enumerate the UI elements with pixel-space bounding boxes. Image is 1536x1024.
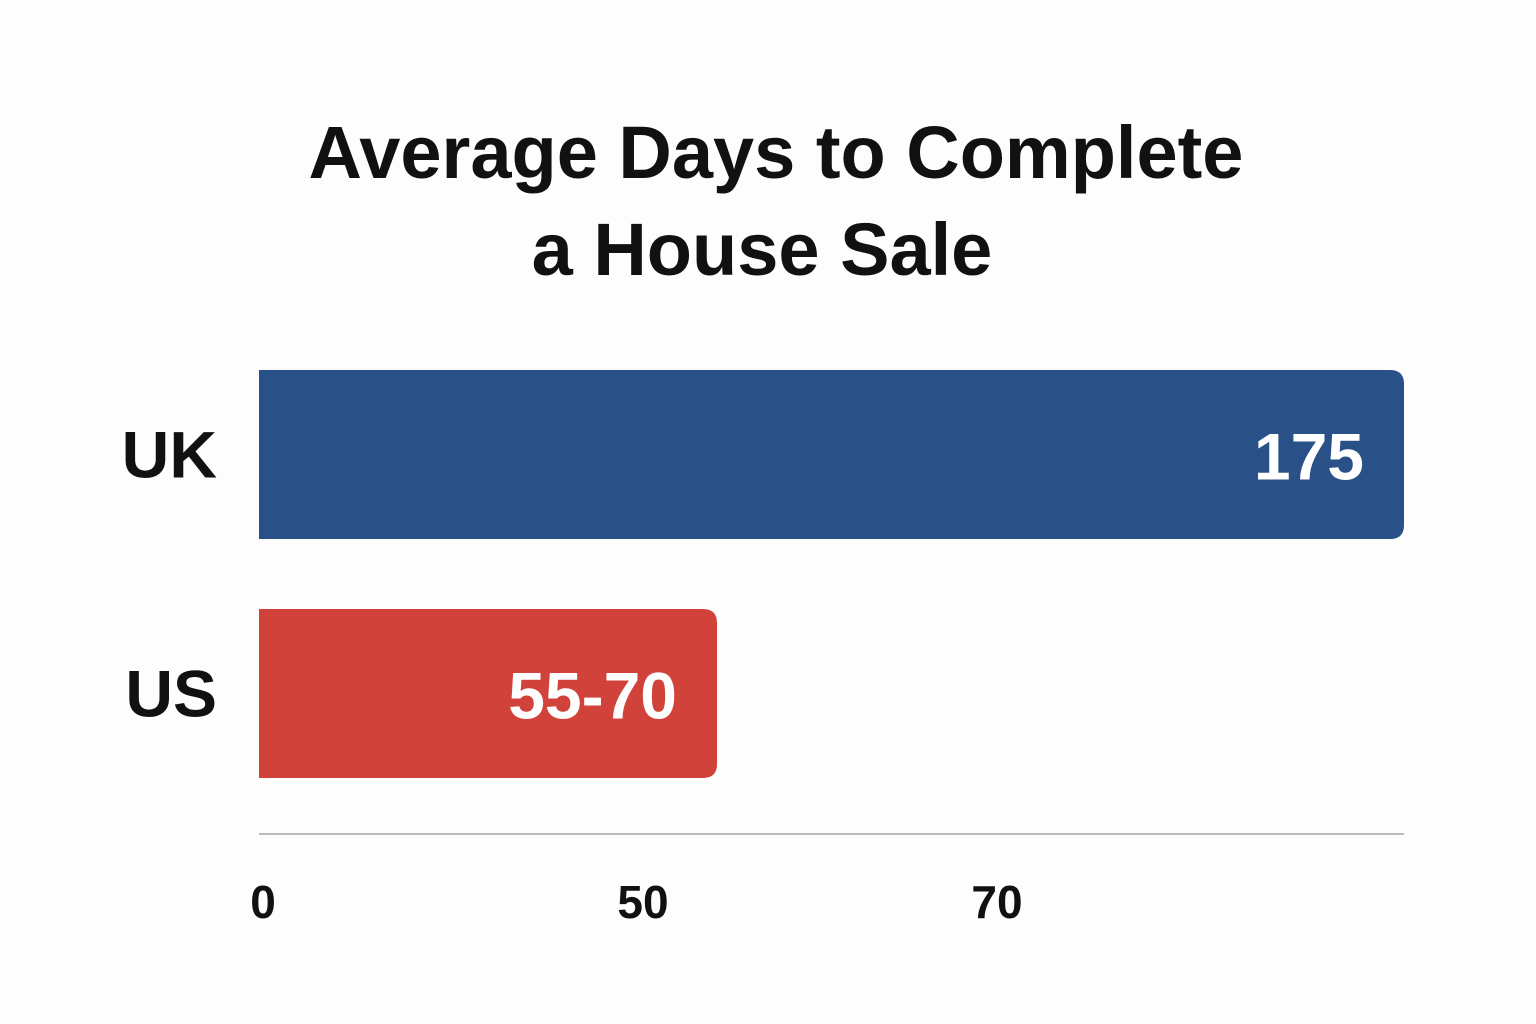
chart-title-line-1: Average Days to Complete xyxy=(309,111,1244,194)
bar-uk xyxy=(259,370,1404,539)
value-label-uk: 175 xyxy=(1254,420,1364,494)
value-label-us: 55-70 xyxy=(508,659,677,733)
x-tick-label-0: 0 xyxy=(250,876,276,928)
x-tick-label-50: 50 xyxy=(617,876,668,928)
bar-us xyxy=(259,609,717,778)
x-axis-ticks: 0 50 70 xyxy=(250,876,1022,928)
chart-title-line-2: a House Sale xyxy=(532,208,993,291)
category-label-us: US xyxy=(125,657,217,731)
category-label-uk: UK xyxy=(122,418,218,492)
x-tick-label-70: 70 xyxy=(971,876,1022,928)
bars-group: UK 175 US 55-70 xyxy=(122,370,1404,778)
